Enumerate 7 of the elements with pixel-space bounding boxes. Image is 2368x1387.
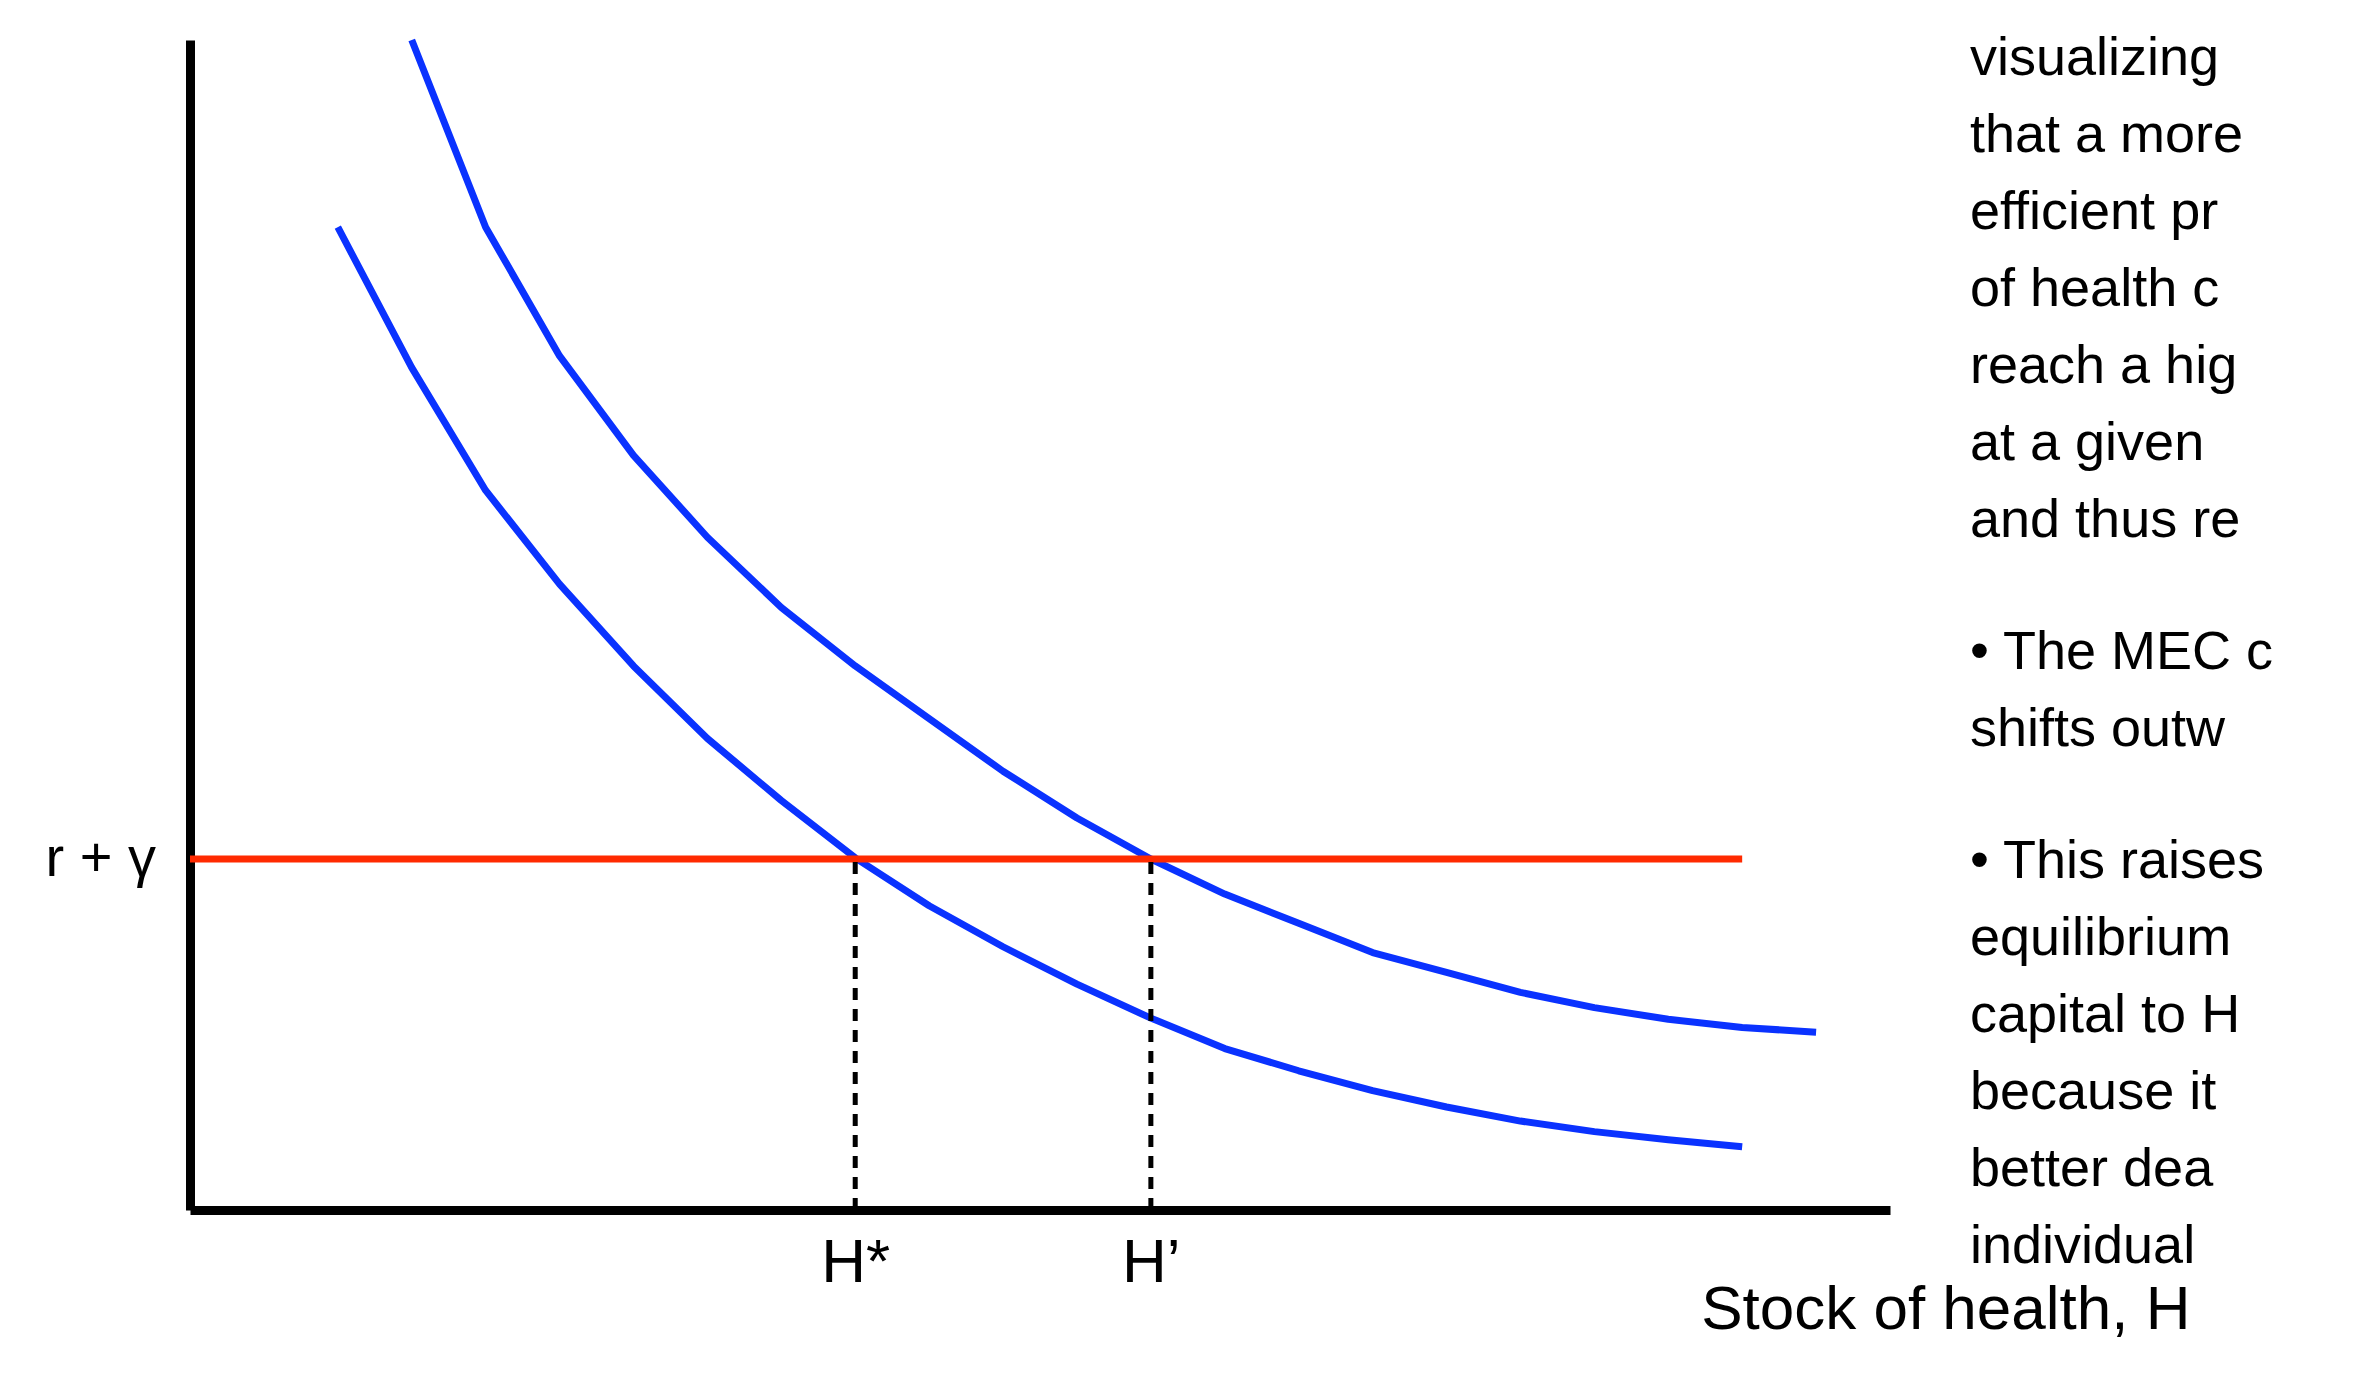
x-tick-label: H* (821, 1225, 891, 1295)
x-tick-label: H’ (1122, 1225, 1181, 1295)
series-label: r + γ (45, 825, 156, 888)
text: visualizing that a more efficient pr of health c reach a hig at a given and thus re (1970, 26, 2244, 548)
text: • The MEC c shifts outw (1970, 620, 2273, 757)
text: • This raises equilibrium capital to H because it better dea individual (1970, 829, 2264, 1274)
x-axis-title: Stock of health, H (1701, 1272, 2191, 1342)
